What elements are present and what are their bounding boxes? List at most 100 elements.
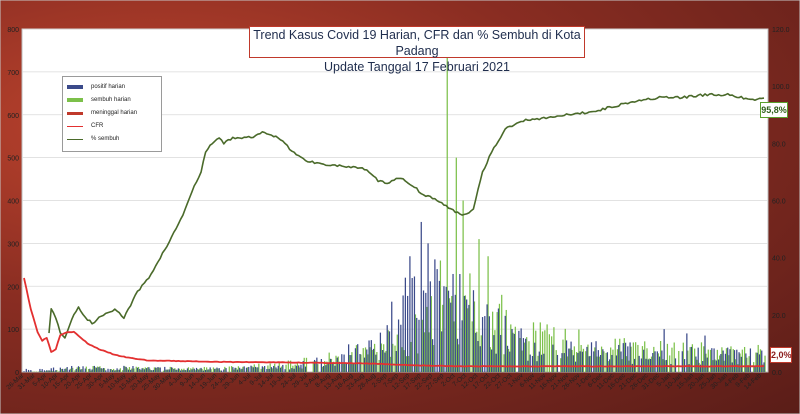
bar — [703, 346, 705, 372]
bar — [150, 370, 152, 372]
bar — [446, 54, 448, 372]
bar — [273, 365, 275, 372]
bar — [304, 366, 307, 372]
bar — [320, 359, 323, 372]
bar — [27, 369, 30, 372]
bar — [246, 367, 249, 372]
bar — [370, 340, 372, 372]
bar — [625, 356, 628, 372]
bar — [434, 259, 436, 372]
bar — [271, 368, 274, 372]
bar — [670, 364, 672, 372]
bar — [159, 367, 161, 372]
bar — [511, 329, 513, 372]
bar — [587, 344, 589, 372]
bar — [351, 352, 353, 372]
bar — [198, 369, 200, 372]
bar — [109, 369, 111, 372]
bar — [588, 356, 590, 372]
bar — [690, 346, 693, 372]
bar — [661, 350, 663, 372]
bar — [464, 295, 467, 372]
bar — [409, 256, 411, 372]
bar — [716, 349, 718, 372]
bar — [631, 363, 633, 372]
bar — [566, 356, 569, 372]
bar — [487, 256, 489, 372]
bar — [192, 367, 194, 372]
sembuh-bars — [28, 54, 766, 372]
legend-item-sembuh: sembuh harian — [67, 95, 131, 105]
bar — [165, 369, 167, 372]
bar — [730, 346, 732, 372]
bar — [414, 314, 417, 372]
bar — [632, 342, 634, 372]
bar — [216, 367, 218, 372]
bar — [353, 362, 355, 372]
bar — [648, 358, 650, 372]
legend-item-sembuh-pct: % sembuh — [67, 134, 119, 144]
bar — [728, 355, 730, 372]
bar — [195, 367, 198, 372]
bar — [612, 349, 614, 372]
bar — [543, 353, 545, 372]
bar — [337, 356, 339, 372]
bar — [423, 332, 426, 372]
legend-swatch-sembuh — [67, 98, 83, 102]
bar — [564, 328, 566, 372]
bar — [620, 351, 622, 372]
bar — [141, 368, 143, 372]
bar — [645, 358, 647, 372]
bar — [429, 281, 431, 372]
bar — [187, 367, 190, 372]
bar — [697, 347, 699, 372]
legend-swatch-positif — [67, 85, 83, 89]
bar — [565, 340, 568, 372]
bar — [240, 369, 242, 372]
bar — [385, 350, 387, 372]
bar — [316, 357, 318, 372]
bar — [170, 367, 173, 372]
y-left-tick-label: 100 — [7, 327, 19, 334]
bar — [711, 348, 713, 372]
bar — [257, 367, 259, 372]
bar — [526, 337, 528, 372]
bar — [649, 358, 652, 372]
bar — [291, 368, 293, 372]
bar — [173, 368, 175, 372]
chart-title: Trend Kasus Covid 19 Harian, CFR dan % S… — [253, 28, 581, 58]
bar — [459, 274, 461, 372]
bar — [541, 331, 544, 372]
bar — [652, 352, 654, 372]
bar — [48, 370, 50, 372]
bar — [421, 319, 423, 372]
bar — [537, 355, 539, 372]
bar — [103, 368, 106, 372]
bar — [519, 337, 521, 372]
bar — [344, 363, 346, 372]
bar — [518, 330, 520, 372]
bar — [66, 367, 68, 372]
bar — [704, 335, 706, 372]
bar — [553, 327, 555, 372]
bar — [463, 295, 466, 372]
bar — [577, 352, 579, 372]
bar — [544, 330, 546, 372]
bar — [215, 368, 217, 372]
bar — [453, 321, 455, 372]
bar — [223, 369, 225, 372]
bar — [61, 368, 64, 372]
bar — [258, 363, 260, 372]
bar — [252, 367, 254, 372]
bar — [145, 368, 148, 372]
bar — [573, 346, 575, 372]
bar — [602, 349, 604, 372]
cfr-last-value-badge: 2,0% — [770, 347, 792, 363]
bar — [598, 356, 600, 372]
bar — [580, 345, 582, 372]
chart-subtitle: Update Tanggal 17 Februari 2021 — [323, 60, 511, 74]
y-right-tick-label: 0.0 — [772, 370, 782, 377]
bar — [388, 331, 391, 372]
bar — [364, 347, 367, 372]
bar — [91, 369, 93, 372]
